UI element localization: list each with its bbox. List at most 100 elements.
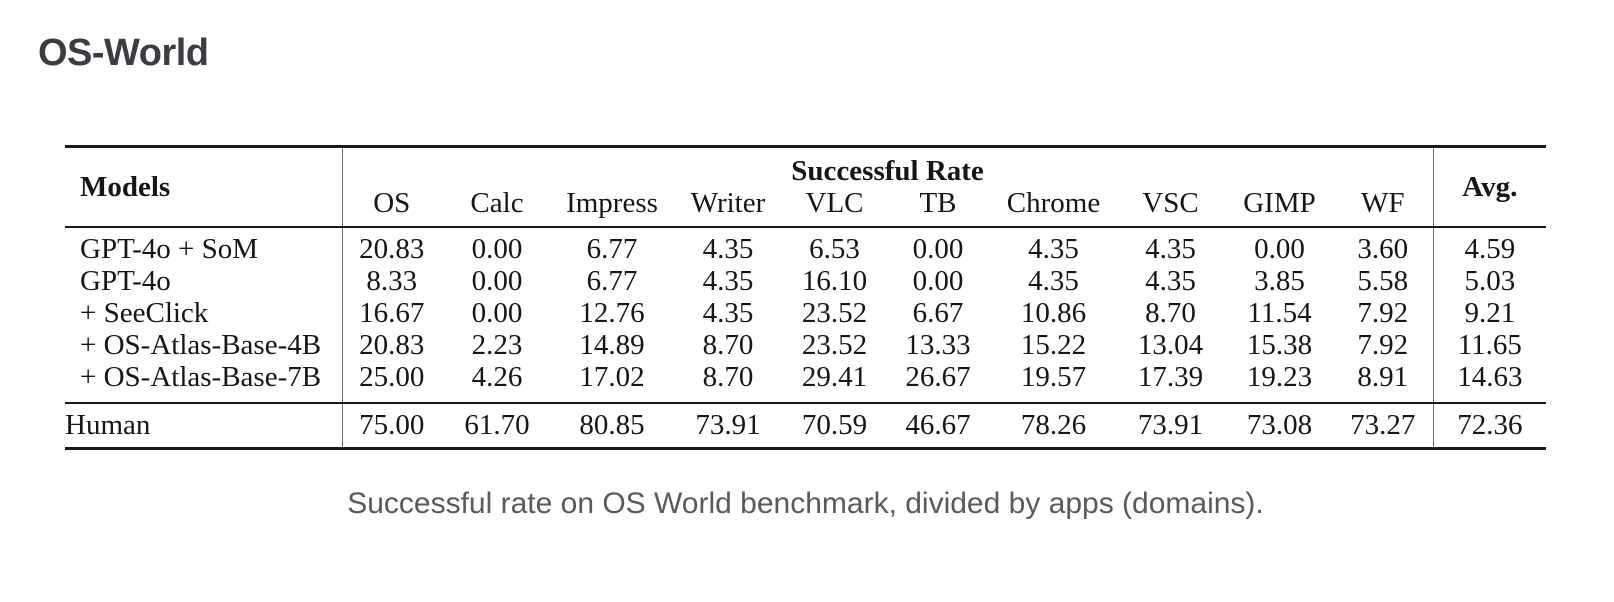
score-cell: 11.54 xyxy=(1247,297,1312,329)
score-cell: 29.41 xyxy=(801,361,868,393)
score-cell: 16.10 xyxy=(801,265,868,297)
column-header-row: OS Calc Impress Writer VLC TB Chrome VSC GIMP WF xyxy=(65,186,1546,228)
column-header-tb: TB xyxy=(884,186,992,228)
score-cell: 10.86 xyxy=(1020,297,1087,329)
score-cell: 75.00 xyxy=(359,409,425,441)
score-cell: 78.26 xyxy=(1020,409,1087,441)
score-cell: 7.92 xyxy=(1357,297,1409,329)
score-cell: 6.77 xyxy=(586,233,638,265)
score-cell: 19.23 xyxy=(1246,361,1313,393)
score-cell: 23.52 xyxy=(801,329,868,361)
successful-rate-header: Successful Rate xyxy=(791,155,984,186)
score-cell: 4.35 xyxy=(702,265,754,297)
avg-cell: 5.03 xyxy=(1432,265,1547,297)
score-cell: 61.70 xyxy=(464,409,530,441)
column-header-writer: Writer xyxy=(671,186,785,228)
score-cell: 15.38 xyxy=(1246,329,1313,361)
score-cell: 4.35 xyxy=(702,233,754,265)
score-cell: 17.39 xyxy=(1137,361,1204,393)
score-cell: 73.91 xyxy=(1137,409,1204,441)
avg-cell: 11.65 xyxy=(1432,329,1547,361)
score-cell: 73.27 xyxy=(1350,409,1416,441)
model-row: + OS-Atlas-Base-7B 25.00 4.26 17.02 8.70 29.4… xyxy=(65,361,1547,403)
score-cell: 15.22 xyxy=(1020,329,1087,361)
score-cell: 4.35 xyxy=(1028,233,1079,265)
score-cell: 6.77 xyxy=(586,265,638,297)
results-table: Models Successful Rate Avg. OS Calc Impres… xyxy=(65,145,1547,450)
page-title: OS-World xyxy=(38,32,209,74)
score-cell: 23.52 xyxy=(801,297,868,329)
score-cell: 3.85 xyxy=(1254,265,1305,297)
score-cell: 12.76 xyxy=(579,297,645,329)
column-header-gimp: GIMP xyxy=(1226,186,1333,228)
column-header-calc: Calc xyxy=(441,186,553,228)
score-cell: 8.70 xyxy=(702,329,754,361)
avg-cell: 14.63 xyxy=(1432,361,1547,403)
score-cell: 0.00 xyxy=(912,265,964,297)
score-cell: 0.00 xyxy=(1254,233,1305,265)
page: OS-World Models Successful Rate Avg. OS C… xyxy=(0,30,1614,522)
results-body: GPT-4o + SoM 20.83 0.00 6.77 4.35 6.53 0.00 4.3… xyxy=(65,227,1547,403)
score-cell: 70.59 xyxy=(801,409,868,441)
group-header-row: Models Successful Rate Avg. xyxy=(65,146,1547,228)
score-cell: 14.89 xyxy=(579,329,645,361)
score-cell: 8.91 xyxy=(1357,361,1409,393)
model-name: GPT-4o xyxy=(65,265,343,297)
table-caption: Successful rate on OS World benchmark, d… xyxy=(347,487,1264,520)
score-cell: 8.70 xyxy=(702,361,754,393)
score-cell: 6.53 xyxy=(809,233,860,265)
score-cell: 20.83 xyxy=(359,329,425,361)
score-cell: 0.00 xyxy=(912,233,964,265)
avg-cell: 9.21 xyxy=(1432,297,1547,329)
score-cell: 26.67 xyxy=(905,361,971,393)
column-header-os: OS xyxy=(342,186,441,228)
column-header-wf: WF xyxy=(1333,186,1434,228)
score-cell: 13.04 xyxy=(1137,329,1204,361)
model-row: GPT-4o 8.33 0.00 6.77 4.35 16.10 0.00 4.35 4.35 3… xyxy=(65,265,1547,297)
score-cell: 73.08 xyxy=(1246,409,1313,441)
model-name: + SeeClick xyxy=(65,297,343,329)
score-cell: 4.35 xyxy=(1145,265,1196,297)
model-name: Human xyxy=(65,403,343,449)
human-body: Human 75.00 61.70 80.85 73.91 70.59 46.67 78.26… xyxy=(65,403,1547,449)
benchmark-figure: Models Successful Rate Avg. OS Calc Impres… xyxy=(65,145,1547,522)
column-header-chrome: Chrome xyxy=(992,186,1115,228)
column-header-vsc: VSC xyxy=(1115,186,1226,228)
model-name: GPT-4o + SoM xyxy=(65,227,343,265)
score-cell: 4.26 xyxy=(471,361,523,393)
model-name: + OS-Atlas-Base-7B xyxy=(65,361,343,403)
score-cell: 19.57 xyxy=(1020,361,1087,393)
model-row: + OS-Atlas-Base-4B 20.83 2.23 14.89 8.70 23.5… xyxy=(65,329,1547,361)
score-cell: 8.33 xyxy=(366,265,418,297)
column-header-impress: Impress xyxy=(553,186,671,228)
score-cell: 7.92 xyxy=(1357,329,1409,361)
column-header-vlc: VLC xyxy=(785,186,884,228)
score-cell: 13.33 xyxy=(905,329,971,361)
avg-header: Avg. xyxy=(1432,146,1547,228)
score-cell: 46.67 xyxy=(905,409,971,441)
score-cell: 80.85 xyxy=(579,409,645,441)
models-header: Models xyxy=(65,146,343,228)
score-cell: 20.83 xyxy=(359,233,425,265)
score-cell: 4.35 xyxy=(702,297,754,329)
model-row: GPT-4o + SoM 20.83 0.00 6.77 4.35 6.53 0.00 4.3… xyxy=(65,227,1547,265)
score-cell: 2.23 xyxy=(471,329,523,361)
score-cell: 8.70 xyxy=(1145,297,1196,329)
score-cell: 4.35 xyxy=(1145,233,1196,265)
avg-cell: 72.36 xyxy=(1432,403,1547,449)
table-header: Models Successful Rate Avg. OS Calc Impres… xyxy=(65,146,1547,228)
score-cell: 16.67 xyxy=(359,297,425,329)
score-cell: 4.35 xyxy=(1028,265,1079,297)
score-cell: 6.67 xyxy=(912,297,964,329)
model-name: + OS-Atlas-Base-4B xyxy=(65,329,343,361)
score-cell: 25.00 xyxy=(359,361,425,393)
model-row: + SeeClick 16.67 0.00 12.76 4.35 23.52 6.67 10.… xyxy=(65,297,1547,329)
human-row: Human 75.00 61.70 80.85 73.91 70.59 46.67 78.26… xyxy=(65,403,1547,449)
score-cell: 73.91 xyxy=(695,409,761,441)
score-cell: 3.60 xyxy=(1357,233,1409,265)
score-cell: 5.58 xyxy=(1357,265,1409,297)
score-cell: 0.00 xyxy=(471,265,523,297)
score-cell: 17.02 xyxy=(579,361,645,393)
score-cell: 0.00 xyxy=(471,233,523,265)
avg-cell: 4.59 xyxy=(1432,227,1547,265)
